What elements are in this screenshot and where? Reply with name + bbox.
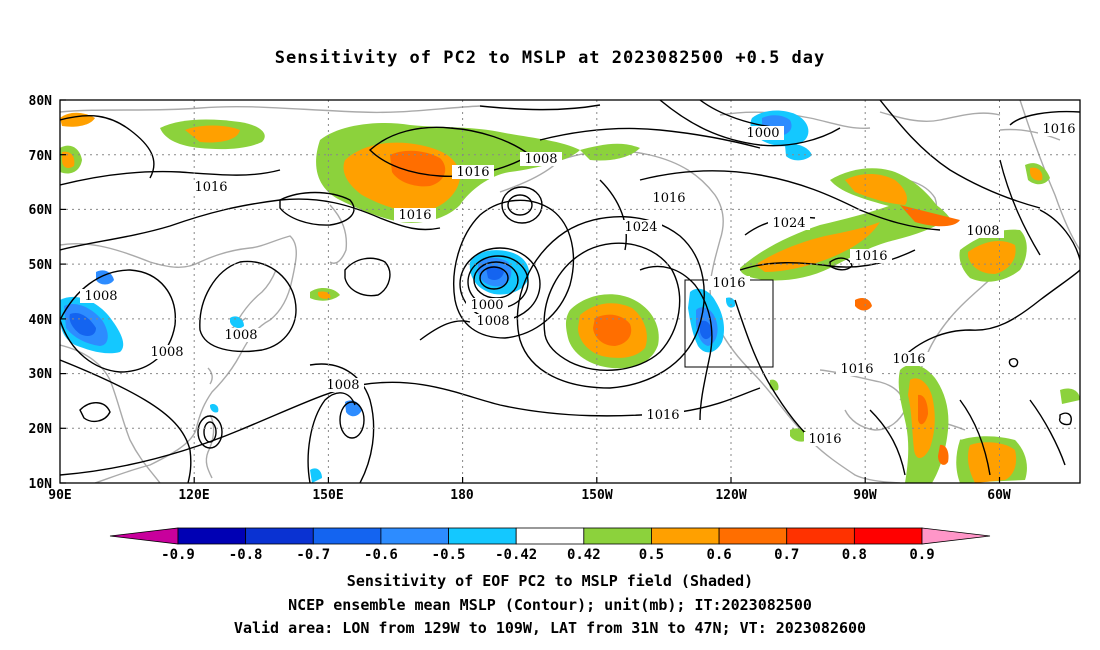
lon-tick-label: 60W [987,488,1011,503]
lat-tick-label: 70N [29,149,53,164]
lat-tick-label: 40N [29,313,53,328]
contour-label: 1024 [624,220,657,235]
colorbar-box [515,527,585,545]
colorbar-label: -0.7 [296,547,330,563]
lon-tick-label: 150E [312,488,343,503]
colorbar-label: -0.8 [229,547,263,563]
colorbar-label: 0.9 [909,547,934,563]
colorbar-box [583,527,652,545]
colorbar: -0.9 -0.8 -0.7 -0.6 -0.5 -0.42 0.42 0.5 0.6 0.7 0.… [109,527,991,563]
contour-label: 1008 [476,314,509,329]
contour-label: 1008 [524,152,557,167]
lat-tick-label: 80N [29,94,53,109]
latitude-labels: 80N 70N 60N 50N 40N 30N 20N 10N [29,94,53,492]
contour-label: 1016 [712,276,745,291]
lon-tick-label: 150W [581,488,612,503]
contour-label: 1016 [646,408,679,423]
colorbar-label: 0.8 [842,547,867,563]
contour-label: 1008 [150,345,183,360]
colorbar-label: -0.5 [432,547,466,563]
contour-label: 1016 [194,180,227,195]
colorbar-box [245,527,314,545]
contour-label: 1016 [840,362,873,377]
colorbar-label: 0.42 [567,547,601,563]
sensitivity-shading [60,110,1080,483]
colorbar-label: 0.7 [774,547,799,563]
tick-marks [60,99,1001,484]
lon-tick-label: 120W [715,488,746,503]
contour-label: 1016 [456,165,489,180]
colorbar-box [853,527,923,545]
contour-labels: 1000 1000 1008 1008 1008 1008 1008 1008 … [80,122,1080,447]
contour-label: 1016 [854,249,887,264]
lon-tick-label: 90W [853,488,877,503]
colorbar-right-triangle [921,527,991,545]
lat-tick-label: 20N [29,422,53,437]
contour-label: 1016 [398,208,431,223]
contour-label: 1016 [892,352,925,367]
contour-label: 1016 [808,432,841,447]
contour-label: 1024 [772,216,805,231]
contour-label: 1000 [746,126,779,141]
contour-label: 1008 [326,378,359,393]
caption-line-1: Sensitivity of EOF PC2 to MSLP field (Sh… [346,572,754,590]
caption-line-2: NCEP ensemble mean MSLP (Contour); unit(… [288,596,812,614]
lat-tick-label: 50N [29,258,53,273]
contour-label: 1000 [470,298,503,313]
contour-label: 1008 [966,224,999,239]
caption-line-3: Valid area: LON from 129W to 109W, LAT f… [233,619,867,637]
lat-tick-label: 10N [29,477,53,492]
plot-frame [59,99,1081,484]
colorbar-label: -0.9 [161,547,195,563]
colorbar-label: -0.6 [364,547,398,563]
colorbar-box [380,527,449,545]
contour-label: 1016 [652,191,685,206]
colorbar-label: -0.42 [495,547,537,563]
lon-tick-label: 180 [450,488,474,503]
colorbar-box [786,527,855,545]
colorbar-box [448,527,517,545]
contour-label: 1016 [1042,122,1075,137]
colorbar-box [312,527,382,545]
colorbar-left-triangle [109,527,179,545]
lon-tick-label: 90E [48,488,71,503]
contour-label: 1008 [84,289,117,304]
contour-label: 1008 [224,328,257,343]
lat-tick-label: 30N [29,367,53,382]
colorbar-box [718,527,788,545]
graticule [60,100,1080,483]
colorbar-label: 0.5 [639,547,664,563]
colorbar-label: 0.6 [706,547,731,563]
lat-tick-label: 60N [29,203,53,218]
longitude-labels: 90E 120E 150E 180 150W 120W 90W 60W [48,488,1011,503]
map-title: Sensitivity of PC2 to MSLP at 2023082500… [274,48,826,68]
mslp-contours [60,100,1080,483]
lon-tick-label: 120E [178,488,209,503]
colorbar-box [651,527,720,545]
colorbar-box [177,527,247,545]
